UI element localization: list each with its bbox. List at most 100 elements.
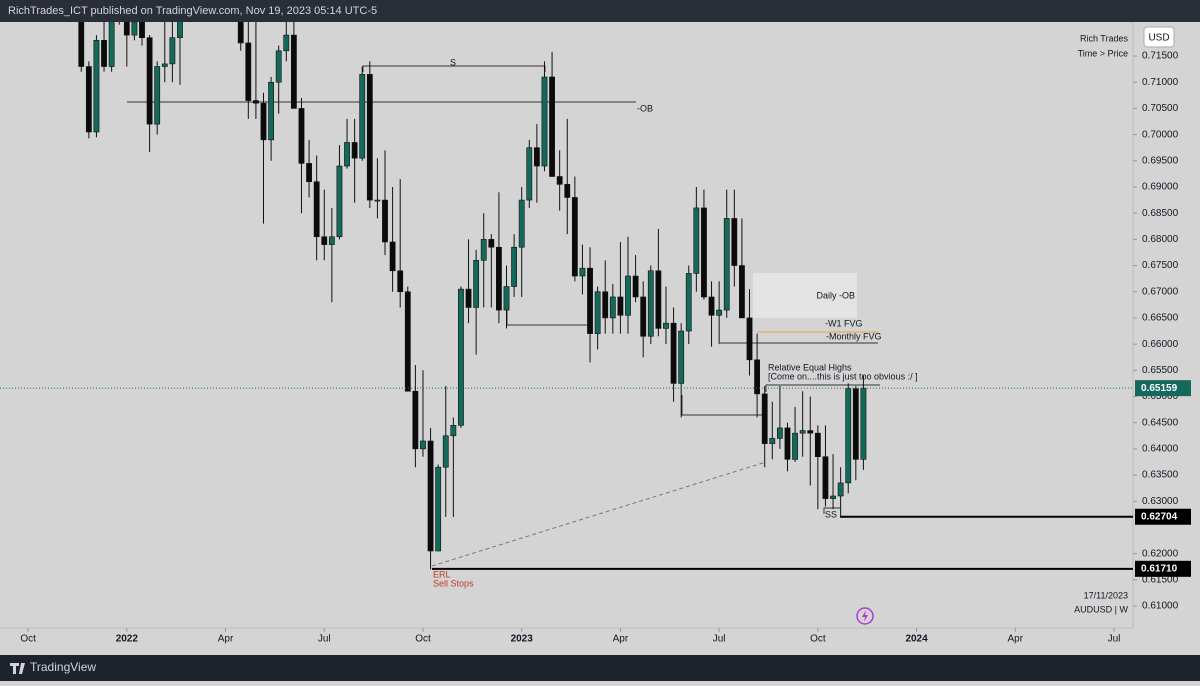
level-badge bbox=[1135, 508, 1191, 525]
x-tick-label: Jul bbox=[1108, 634, 1121, 645]
y-tick-label: 0.67500 bbox=[1142, 260, 1179, 271]
ss-line bbox=[823, 507, 840, 514]
candle-body bbox=[678, 330, 685, 384]
x-tick-label: Jul bbox=[713, 634, 726, 645]
footer-logo: TradingView bbox=[30, 660, 96, 674]
candle-body bbox=[625, 275, 631, 316]
reh-line bbox=[765, 384, 880, 392]
reh-note: [Come on....this is just too obvious :/ … bbox=[768, 371, 918, 381]
candle-body bbox=[382, 199, 388, 243]
y-tick-label: 0.69500 bbox=[1142, 155, 1179, 166]
level-label: 0.62704 bbox=[1141, 511, 1178, 522]
y-tick-label: 0.65000 bbox=[1142, 391, 1179, 402]
candle-body bbox=[275, 50, 282, 83]
daily-ob-label: Daily -OB bbox=[816, 290, 855, 300]
candle-body bbox=[101, 40, 107, 67]
candle-body bbox=[420, 440, 426, 450]
candle-body bbox=[283, 34, 290, 52]
candle-body bbox=[290, 34, 297, 109]
footer-logo-icon bbox=[10, 663, 25, 674]
y-tick-label: 0.69000 bbox=[1142, 182, 1179, 193]
candle-body bbox=[123, 22, 130, 36]
candle-body bbox=[602, 291, 609, 319]
candle-body bbox=[359, 74, 366, 159]
candle-body bbox=[564, 184, 571, 198]
candle-body bbox=[549, 76, 555, 177]
candle-body bbox=[78, 22, 85, 67]
candle-body bbox=[541, 76, 548, 167]
erl-label: ERL bbox=[433, 569, 451, 579]
sell-stops-label: Sell Stops bbox=[433, 578, 474, 588]
candle-body bbox=[374, 199, 381, 202]
candle-body bbox=[435, 466, 442, 552]
candle-body bbox=[594, 291, 601, 334]
y-tick-label: 0.70000 bbox=[1142, 129, 1179, 140]
ss-label: SS bbox=[825, 509, 837, 519]
candle-body bbox=[465, 288, 472, 308]
s-label: S bbox=[450, 57, 456, 67]
y-tick-label: 0.66500 bbox=[1142, 313, 1179, 324]
candle-body bbox=[799, 430, 806, 434]
candle-body bbox=[852, 388, 859, 460]
candle-body bbox=[526, 147, 533, 201]
candle-body bbox=[351, 142, 358, 159]
candle-body bbox=[579, 267, 586, 277]
last-price-badge bbox=[1135, 380, 1191, 397]
candle-body bbox=[685, 273, 692, 332]
candle-body bbox=[427, 440, 434, 552]
symbol-label: AUDUSD | W bbox=[1074, 604, 1128, 614]
x-tick-label: Apr bbox=[218, 634, 234, 645]
x-tick-label: 2022 bbox=[116, 634, 139, 645]
candle-body bbox=[298, 108, 305, 164]
candle-body bbox=[496, 246, 502, 311]
y-tick-label: 0.70500 bbox=[1142, 103, 1179, 114]
y-tick-label: 0.61500 bbox=[1142, 574, 1179, 585]
candle-body bbox=[154, 66, 161, 125]
candle-body bbox=[253, 100, 259, 104]
candle-body bbox=[845, 388, 852, 484]
ob-label: -OB bbox=[637, 103, 653, 113]
x-tick-label: Oct bbox=[415, 634, 431, 645]
candle-body bbox=[169, 37, 176, 65]
candle-body bbox=[731, 218, 738, 266]
candle-body bbox=[93, 40, 100, 133]
candle-body bbox=[617, 296, 624, 316]
candle-body bbox=[754, 359, 761, 395]
y-tick-label: 0.71500 bbox=[1142, 51, 1179, 62]
x-tick-label: 2023 bbox=[511, 634, 534, 645]
candle-body bbox=[640, 296, 647, 337]
candle-body bbox=[511, 246, 518, 287]
candle-body bbox=[716, 309, 723, 316]
tagline: Time > Price bbox=[1078, 48, 1128, 58]
y-tick-label: 0.65500 bbox=[1142, 365, 1179, 376]
candle-body bbox=[784, 427, 791, 460]
y-tick-label: 0.68500 bbox=[1142, 208, 1179, 219]
candle-body bbox=[776, 427, 783, 439]
candle-body bbox=[807, 430, 814, 434]
flash-icon[interactable] bbox=[856, 607, 874, 625]
brand: Rich Trades bbox=[1080, 33, 1129, 43]
candle-body bbox=[321, 236, 328, 245]
currency-button[interactable] bbox=[1143, 26, 1175, 48]
y-tick-label: 0.68000 bbox=[1142, 234, 1179, 245]
candle-body bbox=[450, 425, 457, 437]
candle-body bbox=[389, 241, 396, 272]
currency-label: USD bbox=[1148, 33, 1169, 44]
y-tick-label: 0.63000 bbox=[1142, 496, 1179, 507]
candle-body bbox=[761, 393, 768, 444]
w1-fvg-label: -W1 FVG bbox=[825, 318, 863, 328]
candle-body bbox=[268, 81, 274, 141]
candle-body bbox=[518, 199, 525, 248]
y-tick-label: 0.64000 bbox=[1142, 444, 1179, 455]
candle-body bbox=[328, 236, 335, 245]
daily-ob-box bbox=[753, 273, 857, 318]
x-tick-label: Apr bbox=[1008, 634, 1024, 645]
footer-bar bbox=[0, 655, 1200, 681]
x-tick-label: Oct bbox=[20, 634, 36, 645]
candle-body bbox=[85, 66, 92, 133]
last-price-label: 0.65159 bbox=[1141, 383, 1178, 394]
candle-body bbox=[131, 22, 138, 36]
candle-body bbox=[313, 181, 320, 238]
candle-body bbox=[701, 207, 707, 298]
